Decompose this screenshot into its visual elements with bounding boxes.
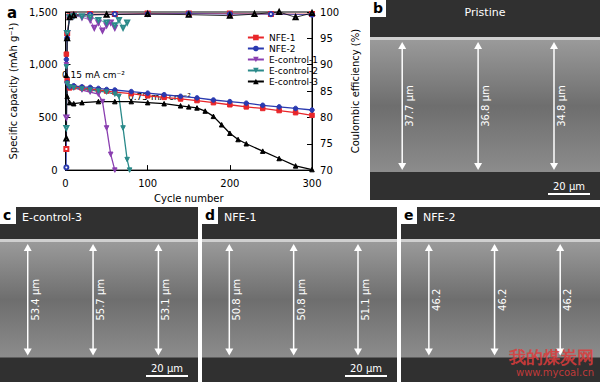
svg-text:36.8 μm: 36.8 μm (480, 85, 491, 127)
svg-text:20 μm: 20 μm (151, 363, 183, 374)
svg-text:500: 500 (38, 112, 57, 123)
svg-text:E-control-2: E-control-2 (269, 66, 318, 76)
svg-text:a: a (7, 4, 17, 22)
svg-text:1,500: 1,500 (29, 7, 58, 18)
svg-text:50.8 μm: 50.8 μm (231, 279, 242, 321)
svg-text:0.75 mA cm⁻²: 0.75 mA cm⁻² (128, 91, 191, 102)
svg-text:b: b (373, 0, 383, 16)
html-text:www.mycoal.cn: www.mycoal.cn (516, 367, 594, 378)
svg-text:70: 70 (320, 165, 333, 176)
svg-text:Pristine: Pristine (465, 6, 506, 19)
svg-text:51.1 μm: 51.1 μm (360, 279, 371, 321)
svg-text:Coulombic efficiency (%): Coulombic efficiency (%) (350, 29, 361, 153)
svg-text:46.2: 46.2 (562, 289, 573, 311)
svg-text:46.2: 46.2 (497, 289, 508, 311)
svg-text:0.15 mA cm⁻²: 0.15 mA cm⁻² (62, 70, 125, 80)
svg-text:0: 0 (51, 165, 57, 176)
svg-text:46.2: 46.2 (431, 289, 442, 311)
svg-text:200: 200 (220, 178, 239, 189)
svg-text:E-control-1: E-control-1 (269, 55, 318, 65)
svg-text:53.4 μm: 53.4 μm (30, 279, 41, 321)
svg-text:NFE-1: NFE-1 (269, 33, 296, 43)
svg-text:Specific capacity (mAh g⁻¹): Specific capacity (mAh g⁻¹) (8, 22, 19, 159)
svg-text:NFE-2: NFE-2 (269, 44, 296, 54)
svg-text:c: c (3, 207, 11, 223)
svg-text:20 μm: 20 μm (350, 363, 382, 374)
svg-text:80: 80 (320, 112, 333, 123)
svg-text:100: 100 (138, 178, 157, 189)
svg-text:75: 75 (320, 138, 333, 149)
svg-text:NFE-1: NFE-1 (224, 211, 256, 224)
svg-text:85: 85 (320, 86, 333, 97)
svg-text:E-control-3: E-control-3 (269, 77, 318, 87)
svg-text:90: 90 (320, 59, 333, 70)
svg-text:100: 100 (320, 7, 339, 18)
svg-text:20 μm: 20 μm (553, 181, 585, 192)
svg-text:d: d (205, 207, 215, 223)
svg-text:e: e (404, 207, 414, 223)
html-text:我的煤炭网: 我的煤炭网 (509, 347, 594, 368)
svg-text:0: 0 (62, 178, 68, 189)
svg-text:E-control-3: E-control-3 (22, 211, 82, 224)
svg-text:37.7 μm: 37.7 μm (404, 85, 415, 127)
svg-text:55.7 μm: 55.7 μm (95, 279, 106, 321)
svg-text:53.1 μm: 53.1 μm (160, 279, 171, 321)
svg-text:Cycle number: Cycle number (154, 193, 224, 204)
svg-text:34.8 μm: 34.8 μm (556, 85, 567, 127)
svg-text:95: 95 (320, 33, 333, 44)
svg-text:1,000: 1,000 (29, 59, 58, 70)
svg-text:300: 300 (302, 178, 321, 189)
svg-text:50.8 μm: 50.8 μm (296, 279, 307, 321)
svg-text:NFE-2: NFE-2 (423, 211, 455, 224)
